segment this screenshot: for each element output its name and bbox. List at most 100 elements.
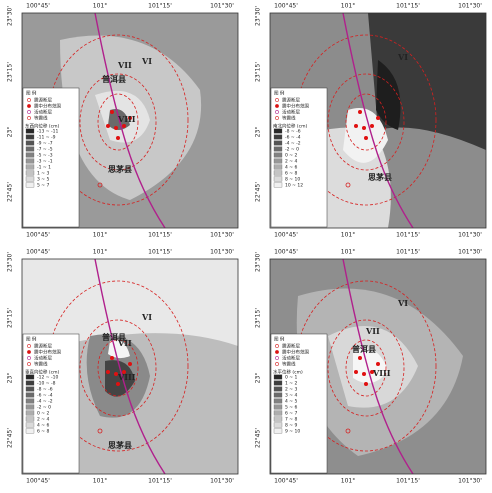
epicenter	[358, 110, 362, 114]
lon-label: 101°	[341, 232, 355, 239]
scale-label: 1 ~ 2	[285, 381, 297, 387]
scale-label: -11 ~ -9	[37, 135, 56, 141]
legend-item: 活动断层	[282, 109, 300, 116]
legend-item: 活动断层	[34, 109, 52, 116]
lon-label: 100°45'	[26, 478, 50, 485]
lon-label: 101°	[93, 249, 107, 256]
scale-swatch	[274, 393, 282, 398]
scale-swatch	[26, 411, 34, 416]
intensity-label: VI	[141, 312, 152, 322]
legend-item: 震源断层	[34, 343, 52, 350]
lon-label: 101°15'	[396, 3, 420, 10]
scale-swatch	[26, 153, 34, 158]
scale-swatch	[26, 429, 34, 434]
lon-label: 100°45'	[26, 3, 50, 10]
epicenter	[376, 116, 380, 120]
lat-label: 23°30'	[255, 6, 262, 26]
lon-label: 101°15'	[396, 232, 420, 239]
lat-label: 23°30'	[255, 252, 262, 272]
scale-label: 8 ~ 10	[285, 177, 300, 183]
place-label: 普洱县	[352, 344, 376, 354]
legend-symbol	[275, 104, 278, 107]
epicenter	[376, 362, 380, 366]
intensity-label: VIII	[372, 368, 391, 378]
scale-label: 6 ~ 8	[37, 429, 49, 435]
scale-label: -4 ~ -2	[37, 399, 53, 405]
scale-swatch	[274, 387, 282, 392]
epicenter	[364, 136, 368, 140]
lon-label: 101°15'	[148, 478, 172, 485]
legend-item: 震中分布范围	[282, 103, 309, 110]
intensity-label: VI	[397, 298, 408, 308]
lat-label: 23°	[255, 127, 262, 138]
legend-title: 图 例	[26, 336, 37, 343]
lat-label: 23°15'	[255, 308, 262, 328]
lon-label: 100°45'	[274, 3, 298, 10]
intensity-label: VI	[397, 52, 408, 62]
scale-label: 7 ~ 8	[285, 417, 297, 423]
intensity-label: VIII	[117, 114, 136, 124]
map-panel: 100°45'100°45'101°101°101°15'101°15'101°…	[255, 3, 487, 239]
epicenter	[354, 370, 358, 374]
scale-label: 4 ~ 6	[37, 423, 49, 429]
scale-label: 2 ~ 3	[285, 387, 297, 393]
map-panel: 100°45'100°45'101°101°101°15'101°15'101°…	[7, 3, 239, 239]
scale-swatch	[26, 165, 34, 170]
intensity-label: VII	[117, 338, 132, 348]
scale-swatch	[274, 417, 282, 422]
lat-label: 23°	[7, 373, 14, 384]
legend-item: 活动断层	[282, 355, 300, 362]
place-label: 思茅县	[108, 164, 132, 174]
epicenter	[362, 126, 366, 130]
legend-item: 等震线	[282, 115, 296, 122]
scale-swatch	[274, 411, 282, 416]
scale-label: 1 ~ 3	[37, 171, 49, 177]
legend: 图 例震源断层震中分布范围活动断层等震线水平位移 (cm)0 ~ 11 ~ 22…	[271, 334, 327, 473]
legend-item: 震源断层	[282, 97, 300, 104]
scale-swatch	[274, 381, 282, 386]
scale-swatch	[274, 405, 282, 410]
scale-label: 2 ~ 4	[285, 159, 297, 165]
scale-swatch	[26, 135, 34, 140]
lat-label: 23°15'	[7, 62, 14, 82]
lon-label: 101°	[93, 232, 107, 239]
scale-label: -13 ~ -11	[37, 129, 58, 135]
scale-label: -2 ~ 0	[37, 405, 51, 411]
lon-label: 101°30'	[458, 249, 482, 256]
epicenter	[116, 136, 120, 140]
intensity-label: VIII	[117, 372, 136, 382]
scale-label: 6 ~ 8	[285, 171, 297, 177]
legend-symbol	[275, 350, 278, 353]
lon-label: 100°45'	[26, 232, 50, 239]
scale-swatch	[274, 375, 282, 380]
legend-item: 活动断层	[34, 355, 52, 362]
scale-label: 10 ~ 12	[285, 183, 303, 189]
scale-label: -4 ~ -2	[285, 141, 301, 147]
legend: 图 例震源断层震中分布范围活动断层等震线东西向位移 (cm)-13 ~ -11-…	[23, 88, 79, 227]
scale-label: 6 ~ 7	[285, 411, 297, 417]
scale-swatch	[274, 423, 282, 428]
scale-swatch	[26, 417, 34, 422]
lon-label: 101°15'	[396, 478, 420, 485]
lat-label: 23°15'	[255, 62, 262, 82]
lon-label: 100°45'	[26, 249, 50, 256]
scale-title: 水平位移 (cm)	[273, 369, 303, 376]
lat-label: 23°	[255, 373, 262, 384]
lon-label: 101°15'	[148, 249, 172, 256]
scale-swatch	[26, 147, 34, 152]
scale-label: -8 ~ -6	[37, 387, 53, 393]
scale-swatch	[26, 381, 34, 386]
scale-swatch	[26, 141, 34, 146]
lon-label: 101°30'	[210, 478, 234, 485]
map-panel: 100°45'100°45'101°101°101°15'101°15'101°…	[255, 249, 487, 485]
legend-item: 震中分布范围	[34, 103, 61, 110]
epicenter	[362, 372, 366, 376]
scale-swatch	[274, 399, 282, 404]
scale-label: 5 ~ 6	[285, 405, 297, 411]
scale-label: -10 ~ -8	[37, 381, 56, 387]
epicenter	[122, 124, 126, 128]
legend-item: 震源断层	[34, 97, 52, 104]
legend-symbol	[27, 350, 30, 353]
scale-swatch	[274, 153, 282, 158]
